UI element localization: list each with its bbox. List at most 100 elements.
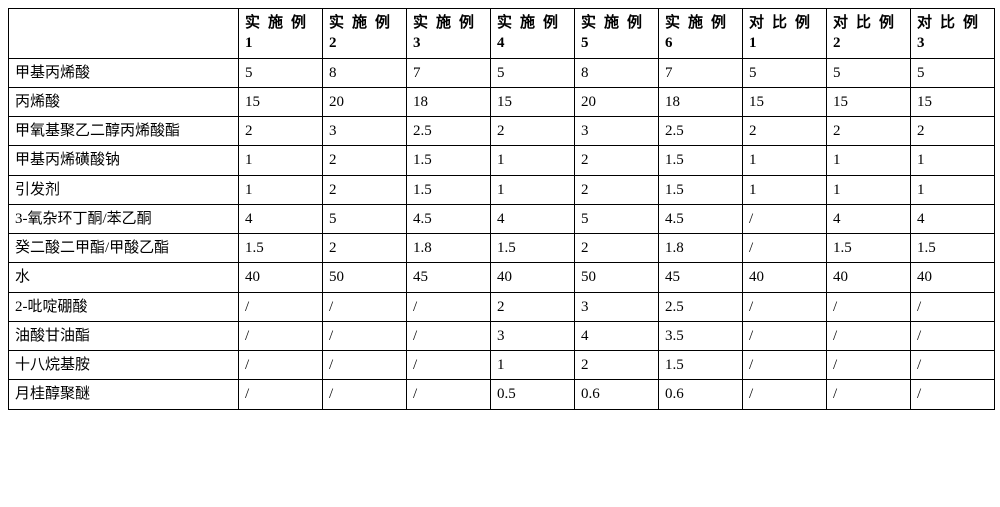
cell: 2 <box>239 117 323 146</box>
cell: 0.6 <box>659 380 743 409</box>
cell: / <box>743 351 827 380</box>
cell: 1.5 <box>239 234 323 263</box>
cell: 45 <box>407 263 491 292</box>
table-row: 油酸甘油酯 / / / 3 4 3.5 / / / <box>9 321 995 350</box>
table-row: 甲基丙烯酸 5 8 7 5 8 7 5 5 5 <box>9 58 995 87</box>
cell: 15 <box>827 87 911 116</box>
cell: / <box>323 292 407 321</box>
cell: 40 <box>827 263 911 292</box>
table-row: 甲基丙烯磺酸钠 1 2 1.5 1 2 1.5 1 1 1 <box>9 146 995 175</box>
cell: 3 <box>575 292 659 321</box>
row-label: 2-吡啶硼酸 <box>9 292 239 321</box>
cell: 1.5 <box>911 234 995 263</box>
cell: 5 <box>827 58 911 87</box>
cell: / <box>743 292 827 321</box>
table-row: 十八烷基胺 / / / 1 2 1.5 / / / <box>9 351 995 380</box>
table-row: 癸二酸二甲酯/甲酸乙酯 1.5 2 1.8 1.5 2 1.8 / 1.5 1.… <box>9 234 995 263</box>
row-label: 甲基丙烯磺酸钠 <box>9 146 239 175</box>
cell: / <box>323 351 407 380</box>
table-row: 丙烯酸 15 20 18 15 20 18 15 15 15 <box>9 87 995 116</box>
cell: / <box>407 292 491 321</box>
cell: 1.8 <box>659 234 743 263</box>
cell: 2.5 <box>659 117 743 146</box>
row-label: 癸二酸二甲酯/甲酸乙酯 <box>9 234 239 263</box>
cell: 2.5 <box>407 117 491 146</box>
cell: / <box>911 321 995 350</box>
header-example-2: 实施例2 <box>323 9 407 59</box>
cell: 7 <box>407 58 491 87</box>
cell: 50 <box>575 263 659 292</box>
cell: 4 <box>575 321 659 350</box>
cell: 1.5 <box>659 351 743 380</box>
cell: 4.5 <box>407 204 491 233</box>
cell: 1.8 <box>407 234 491 263</box>
row-label: 3-氧杂环丁酮/苯乙酮 <box>9 204 239 233</box>
header-example-3: 实施例3 <box>407 9 491 59</box>
cell: 5 <box>575 204 659 233</box>
cell: / <box>239 292 323 321</box>
cell: 20 <box>575 87 659 116</box>
cell: 5 <box>491 58 575 87</box>
cell: 2 <box>743 117 827 146</box>
cell: 2 <box>575 351 659 380</box>
cell: 2 <box>323 234 407 263</box>
header-compare-2: 对比例2 <box>827 9 911 59</box>
cell: / <box>239 380 323 409</box>
header-example-1: 实施例1 <box>239 9 323 59</box>
table-row: 甲氧基聚乙二醇丙烯酸酯 2 3 2.5 2 3 2.5 2 2 2 <box>9 117 995 146</box>
cell: 1 <box>827 175 911 204</box>
cell: 1 <box>491 146 575 175</box>
cell: 1 <box>827 146 911 175</box>
cell: 2 <box>323 146 407 175</box>
cell: 2 <box>491 117 575 146</box>
row-label: 甲氧基聚乙二醇丙烯酸酯 <box>9 117 239 146</box>
cell: 1 <box>239 146 323 175</box>
cell: 50 <box>323 263 407 292</box>
cell: / <box>323 380 407 409</box>
cell: 1.5 <box>827 234 911 263</box>
cell: 40 <box>743 263 827 292</box>
cell: 1 <box>911 146 995 175</box>
row-label: 月桂醇聚醚 <box>9 380 239 409</box>
cell: 3 <box>491 321 575 350</box>
cell: 2 <box>575 234 659 263</box>
cell: 4.5 <box>659 204 743 233</box>
cell: 18 <box>407 87 491 116</box>
cell: / <box>827 380 911 409</box>
table-row: 月桂醇聚醚 / / / 0.5 0.6 0.6 / / / <box>9 380 995 409</box>
header-blank <box>9 9 239 59</box>
cell: 1 <box>239 175 323 204</box>
cell: 2 <box>491 292 575 321</box>
cell: / <box>743 321 827 350</box>
cell: / <box>827 321 911 350</box>
cell: 1.5 <box>659 175 743 204</box>
cell: 5 <box>743 58 827 87</box>
cell: / <box>239 321 323 350</box>
header-compare-1: 对比例1 <box>743 9 827 59</box>
cell: 1 <box>743 175 827 204</box>
cell: 4 <box>827 204 911 233</box>
cell: 8 <box>323 58 407 87</box>
row-label: 甲基丙烯酸 <box>9 58 239 87</box>
row-label: 水 <box>9 263 239 292</box>
row-label: 引发剂 <box>9 175 239 204</box>
cell: / <box>407 380 491 409</box>
cell: 1.5 <box>407 146 491 175</box>
cell: 4 <box>491 204 575 233</box>
cell: 15 <box>239 87 323 116</box>
header-example-4: 实施例4 <box>491 9 575 59</box>
cell: 2 <box>323 175 407 204</box>
cell: 1 <box>491 175 575 204</box>
cell: 15 <box>911 87 995 116</box>
cell: 3 <box>575 117 659 146</box>
table-row: 3-氧杂环丁酮/苯乙酮 4 5 4.5 4 5 4.5 / 4 4 <box>9 204 995 233</box>
cell: / <box>407 321 491 350</box>
cell: 8 <box>575 58 659 87</box>
composition-table: 实施例1 实施例2 实施例3 实施例4 实施例5 实施例6 对比例1 对比例2 … <box>8 8 995 410</box>
cell: 15 <box>491 87 575 116</box>
row-label: 丙烯酸 <box>9 87 239 116</box>
cell: 1.5 <box>491 234 575 263</box>
cell: 3.5 <box>659 321 743 350</box>
header-compare-3: 对比例3 <box>911 9 995 59</box>
cell: 1 <box>911 175 995 204</box>
